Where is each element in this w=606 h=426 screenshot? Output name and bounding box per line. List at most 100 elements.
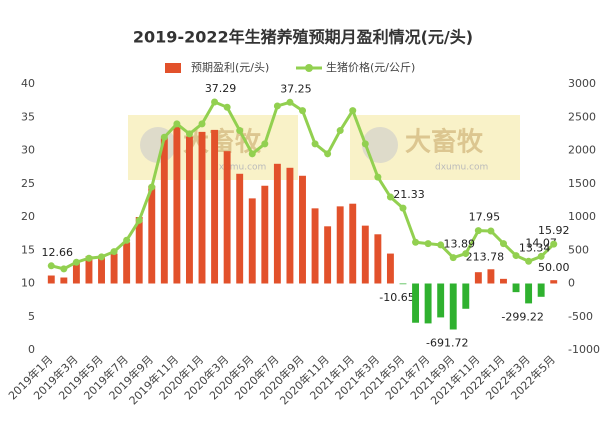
bar bbox=[424, 283, 432, 324]
bar bbox=[550, 280, 558, 284]
bar bbox=[449, 283, 457, 330]
line-point bbox=[324, 150, 332, 158]
line-point bbox=[223, 103, 231, 111]
line-point bbox=[437, 241, 445, 249]
chart-title: 2019-2022年生猪养殖预期月盈利情况(元/头) bbox=[133, 28, 473, 47]
watermark-logo bbox=[362, 127, 398, 163]
line-point bbox=[361, 140, 369, 148]
bar bbox=[261, 185, 269, 284]
data-label: 13.34 bbox=[519, 241, 551, 254]
bar bbox=[173, 125, 181, 284]
bar bbox=[160, 137, 168, 284]
bar bbox=[60, 277, 68, 284]
bar bbox=[525, 283, 533, 304]
legend-label: 生猪价格(元/公斤) bbox=[326, 60, 415, 74]
line-point bbox=[474, 227, 482, 235]
bar bbox=[412, 283, 420, 323]
data-label: -10.65 bbox=[379, 291, 414, 304]
bar bbox=[110, 253, 118, 284]
bar bbox=[273, 163, 281, 284]
bar bbox=[386, 253, 394, 284]
bar bbox=[286, 167, 294, 284]
y-tick-label: 15 bbox=[21, 243, 35, 256]
bar bbox=[487, 269, 495, 284]
line-point bbox=[85, 254, 93, 262]
line-point bbox=[286, 98, 294, 106]
y-tick-label: 30 bbox=[21, 144, 35, 157]
line-point bbox=[386, 193, 394, 201]
watermark-url: dxumu.com bbox=[213, 163, 266, 173]
line-point bbox=[537, 252, 545, 260]
data-label: 213.78 bbox=[466, 250, 505, 263]
line-point bbox=[198, 120, 206, 128]
bar bbox=[135, 217, 143, 284]
bar bbox=[374, 234, 382, 284]
bar bbox=[198, 131, 206, 284]
line-point bbox=[160, 133, 168, 141]
bar bbox=[311, 208, 319, 284]
y-tick-label: 25 bbox=[21, 177, 35, 190]
line-point bbox=[60, 265, 68, 273]
bar bbox=[349, 203, 357, 284]
bar bbox=[148, 185, 156, 284]
line-point bbox=[399, 204, 407, 212]
bar bbox=[537, 283, 545, 297]
data-label: 50.00 bbox=[538, 261, 570, 274]
line-point bbox=[173, 120, 181, 128]
bar bbox=[336, 206, 344, 284]
line-point bbox=[311, 140, 319, 148]
watermark-url: dxumu.com bbox=[435, 163, 488, 173]
y2-tick-label: -500 bbox=[568, 310, 593, 323]
legend-swatch bbox=[165, 63, 181, 73]
y-tick-label: 10 bbox=[21, 277, 35, 290]
bar bbox=[399, 283, 407, 285]
line-point bbox=[185, 130, 193, 138]
bar bbox=[248, 198, 256, 284]
line-point bbox=[487, 227, 495, 235]
data-label: 21.33 bbox=[393, 188, 425, 201]
bar bbox=[236, 173, 244, 284]
bar bbox=[85, 256, 93, 284]
line-point bbox=[525, 257, 533, 265]
data-label: 37.25 bbox=[280, 82, 312, 95]
y2-tick-label: 2000 bbox=[568, 144, 596, 157]
legend-label: 预期盈利(元/头) bbox=[191, 61, 269, 74]
y2-tick-label: 500 bbox=[568, 243, 589, 256]
line-point bbox=[72, 258, 80, 266]
line-point bbox=[462, 250, 470, 258]
line-point bbox=[47, 262, 55, 270]
bar bbox=[474, 272, 482, 284]
data-label: 12.66 bbox=[42, 246, 74, 259]
watermark-name: 大畜牧 bbox=[183, 127, 262, 158]
data-label: 37.29 bbox=[205, 82, 237, 95]
line-point bbox=[349, 107, 357, 115]
bar bbox=[299, 175, 306, 284]
line-point bbox=[424, 240, 432, 248]
line-point bbox=[110, 248, 118, 256]
data-label: 17.95 bbox=[469, 211, 501, 224]
legend-swatch bbox=[305, 64, 313, 72]
bar bbox=[72, 261, 80, 284]
line-point bbox=[550, 240, 558, 248]
line-point bbox=[512, 252, 520, 260]
data-label: 13.89 bbox=[443, 238, 475, 251]
bar bbox=[47, 275, 55, 284]
data-label: -691.72 bbox=[426, 336, 468, 349]
line-point bbox=[336, 127, 344, 135]
line-point bbox=[211, 98, 219, 106]
bar bbox=[437, 283, 445, 318]
line-point bbox=[135, 216, 143, 224]
line-point bbox=[273, 102, 281, 110]
line-point bbox=[123, 236, 131, 244]
y-tick-label: 5 bbox=[28, 310, 35, 323]
y2-tick-label: 2500 bbox=[568, 110, 596, 123]
line-point bbox=[98, 253, 106, 261]
bar bbox=[123, 242, 131, 284]
line-point bbox=[374, 173, 382, 181]
y-tick-label: 40 bbox=[21, 77, 35, 90]
bar bbox=[211, 129, 219, 284]
bar bbox=[462, 283, 470, 309]
data-label: 14.07 bbox=[525, 236, 557, 249]
line-point bbox=[236, 127, 244, 135]
y2-tick-label: -1000 bbox=[568, 343, 600, 356]
